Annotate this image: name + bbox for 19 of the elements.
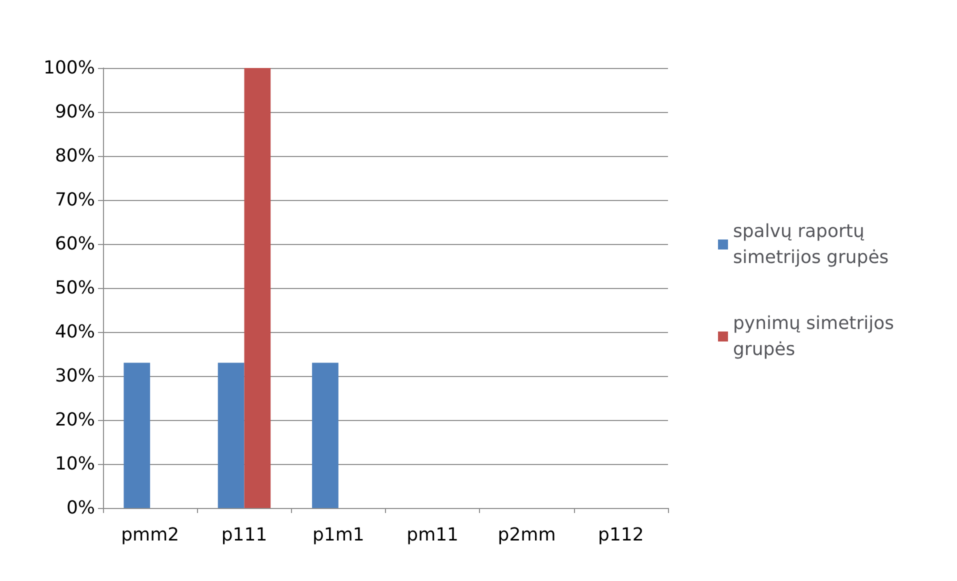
y-tick-label: 30% — [54, 366, 95, 386]
x-tick-label: pmm2 — [121, 524, 180, 546]
x-tick-label: p112 — [598, 524, 644, 546]
y-tick-label: 0% — [66, 498, 95, 518]
y-tick-label: 80% — [54, 146, 95, 166]
y-tick-label: 100% — [44, 58, 95, 78]
y-tick-label: 90% — [54, 102, 95, 122]
y-tick-label: 40% — [54, 322, 95, 342]
y-tick-label: 60% — [54, 234, 95, 254]
y-tick-label: 20% — [54, 410, 95, 430]
x-tick-label: p111 — [221, 524, 268, 546]
x-tick-label: p2mm — [498, 524, 556, 546]
x-tick-label: p1m1 — [312, 524, 364, 546]
legend-label: spalvų raportų simetrijos grupės — [733, 221, 889, 268]
legend-label: pynimų simetrijos grupės — [733, 313, 900, 360]
y-tick-label: 10% — [54, 454, 95, 474]
y-tick-label: 50% — [54, 278, 95, 298]
x-tick-label: pm11 — [406, 524, 459, 546]
y-tick-label: 70% — [54, 190, 95, 210]
